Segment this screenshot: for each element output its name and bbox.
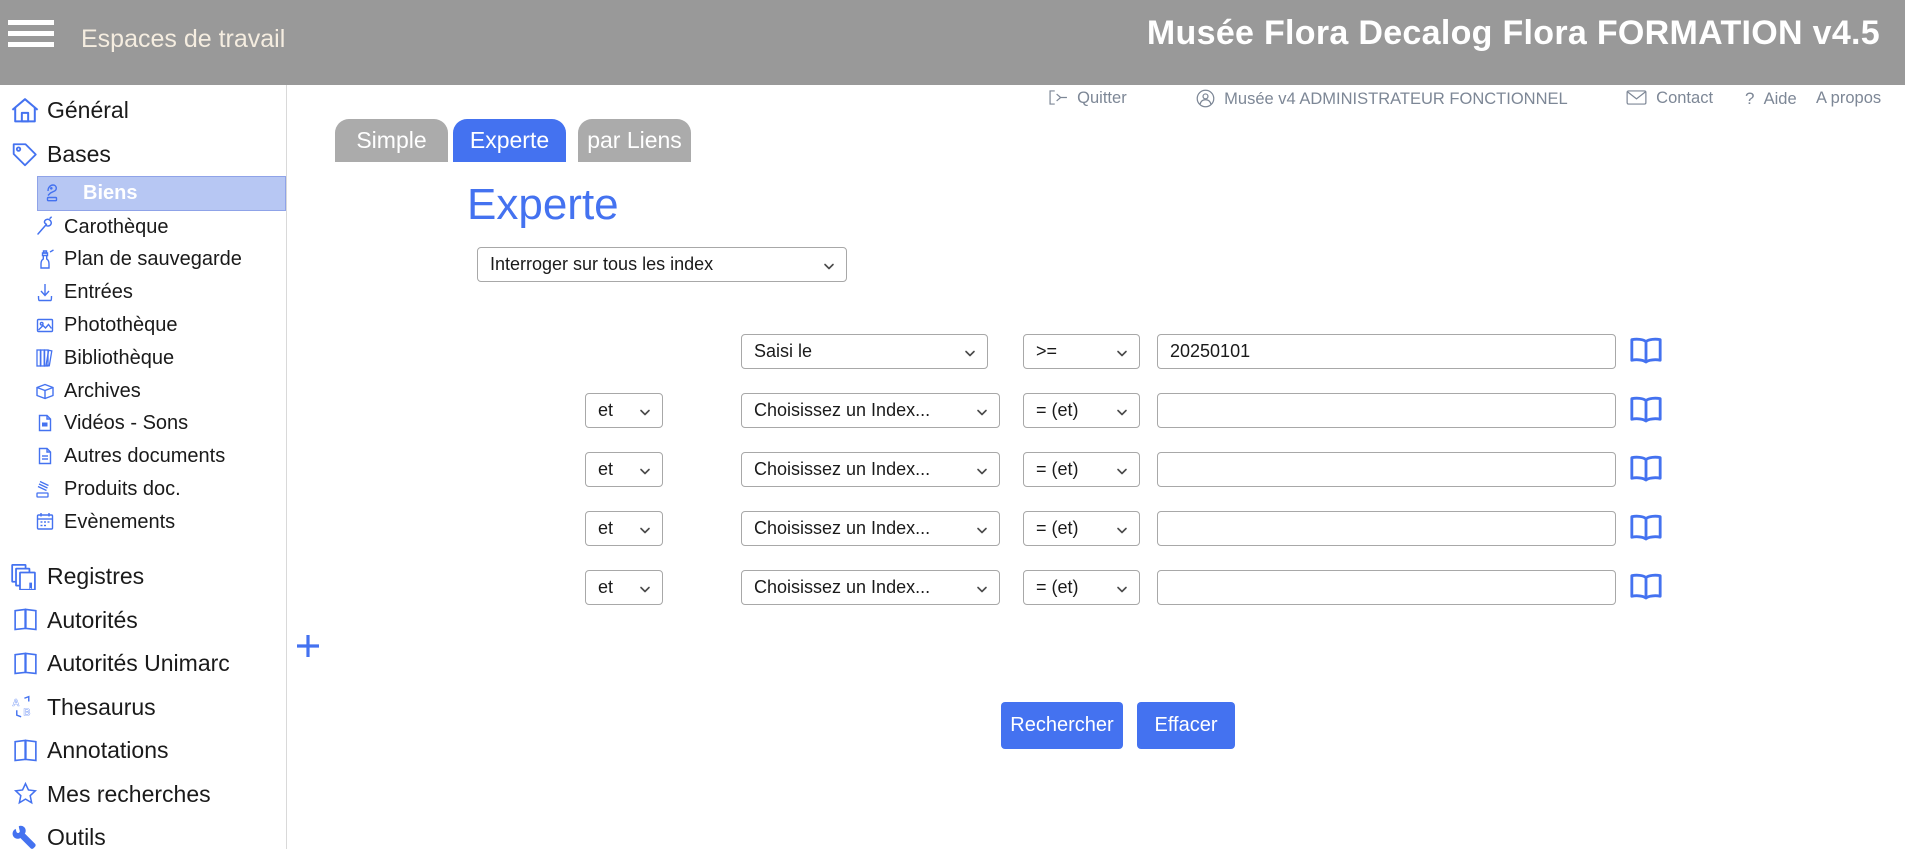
- svg-text:B: B: [23, 708, 30, 719]
- svg-text:A: A: [12, 698, 19, 709]
